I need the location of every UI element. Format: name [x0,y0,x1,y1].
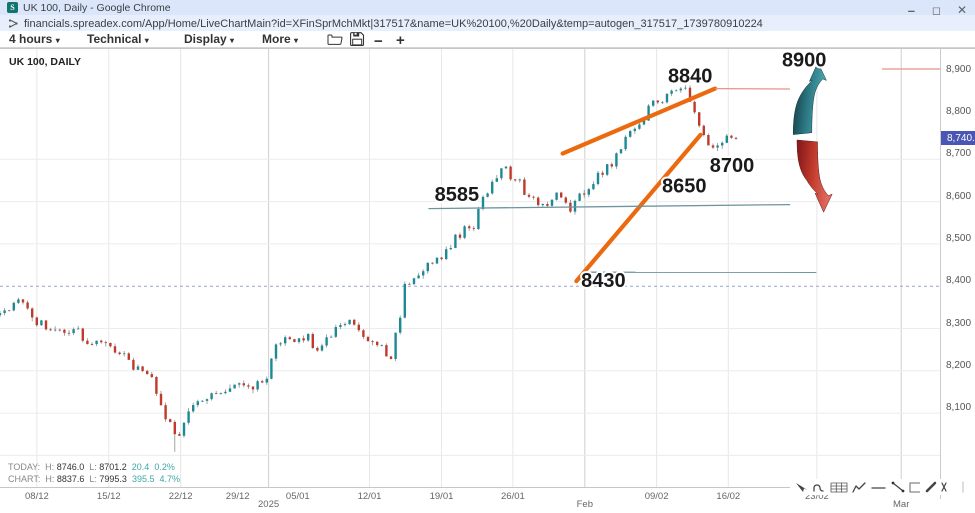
svg-text:8430: 8430 [581,270,626,292]
svg-text:8650: 8650 [662,176,707,198]
svg-text:8585: 8585 [435,184,480,206]
svg-text:8900: 8900 [782,49,827,71]
svg-text:8700: 8700 [710,155,755,177]
svg-text:8840: 8840 [668,66,713,88]
